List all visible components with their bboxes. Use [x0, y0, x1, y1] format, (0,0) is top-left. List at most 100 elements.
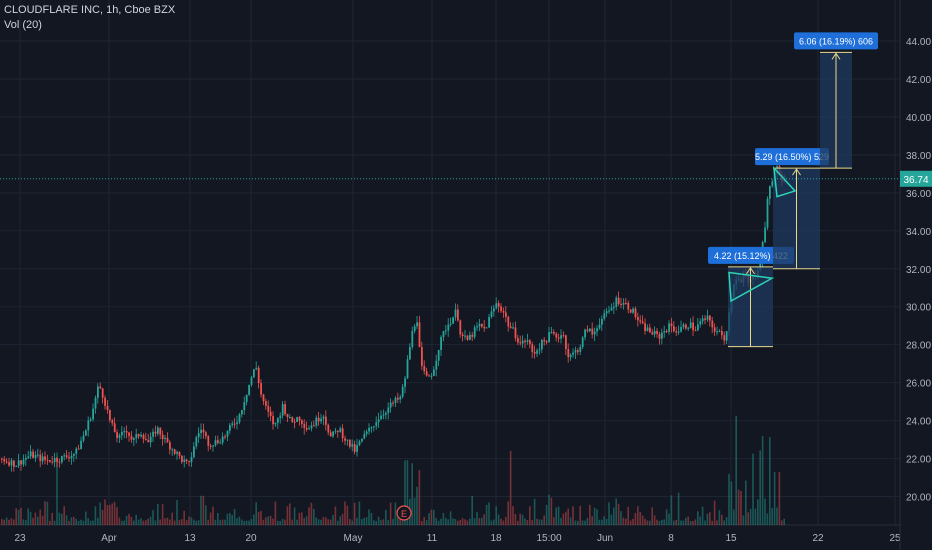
candle-body	[334, 430, 337, 432]
volume-bar	[449, 511, 452, 525]
y-tick-label: 38.00	[906, 151, 931, 162]
measure-arrow-head	[792, 168, 801, 176]
candle-body	[766, 198, 769, 228]
volume-bar	[622, 517, 625, 525]
x-tick-label: 22	[812, 533, 824, 544]
volume-bar	[195, 520, 197, 525]
candle-body	[577, 350, 579, 352]
volume-bar	[356, 517, 358, 525]
volume-bar	[620, 511, 622, 525]
volume-bar	[507, 501, 509, 525]
volume-bar	[337, 520, 339, 525]
volume-indicator-label[interactable]: Vol (20)	[4, 19, 42, 31]
candle-body	[701, 318, 704, 322]
volume-bar	[89, 520, 92, 525]
candle-body	[567, 349, 570, 358]
volume-bar	[272, 518, 274, 525]
volume-bar	[495, 506, 497, 525]
candle-body	[428, 375, 430, 377]
y-tick-label: 34.00	[906, 227, 931, 238]
candle-body	[200, 429, 202, 434]
candle-body	[706, 315, 709, 320]
candle-body	[241, 410, 243, 415]
candle-body	[416, 322, 418, 327]
triangle-pattern	[773, 165, 797, 198]
candle-body	[5, 461, 8, 463]
candle-body	[104, 397, 106, 406]
volume-bar	[219, 520, 221, 525]
candle-body	[3, 459, 6, 462]
volume-bar	[613, 507, 615, 525]
volume-bar	[248, 520, 250, 525]
x-tick-label: 23	[14, 533, 26, 544]
candle-body	[248, 384, 250, 395]
candle-body	[188, 461, 190, 463]
candle-body	[27, 456, 30, 458]
volume-bar	[598, 519, 601, 525]
candle-body	[178, 451, 181, 456]
candle-body	[322, 416, 325, 419]
candle-body	[274, 422, 277, 425]
volume-bar	[224, 519, 226, 525]
volume-bar	[44, 501, 46, 525]
candle-body	[356, 445, 358, 452]
candle-body	[689, 322, 692, 328]
volume-bar	[387, 520, 389, 525]
volume-bar	[68, 520, 70, 525]
volume-bar	[565, 511, 567, 525]
volume-bar	[190, 517, 193, 525]
volume-bar	[377, 516, 380, 525]
candle-body	[267, 405, 270, 412]
candle-body	[509, 326, 512, 328]
volume-bar	[149, 516, 152, 525]
candle-body	[656, 330, 658, 334]
volume-bar	[764, 498, 766, 525]
candle-body	[394, 397, 397, 404]
candle-body	[572, 352, 574, 355]
volume-bar	[596, 509, 598, 525]
candle-body	[303, 423, 306, 428]
candle-body	[526, 340, 529, 342]
volume-bar	[361, 519, 363, 525]
volume-bar	[699, 516, 701, 525]
candle-body	[771, 181, 774, 187]
volume-bar	[185, 520, 188, 525]
earnings-marker-label: E	[401, 509, 407, 519]
volume-bar	[761, 436, 764, 525]
candle-body	[29, 451, 32, 457]
candle-body	[353, 444, 356, 452]
volume-bar	[173, 520, 176, 525]
volume-bar	[236, 518, 238, 525]
volume-bar	[512, 506, 514, 525]
candle-body	[764, 227, 766, 243]
candle-body	[543, 339, 546, 342]
candle-body	[20, 460, 22, 465]
volume-bar	[716, 520, 718, 525]
volume-bar	[637, 506, 639, 525]
candle-body	[272, 416, 274, 425]
volume-bar	[241, 519, 243, 525]
candle-body	[625, 302, 627, 304]
volume-bar	[229, 513, 231, 525]
volume-bar	[243, 520, 245, 525]
volume-bar	[166, 517, 169, 525]
y-tick-label: 22.00	[906, 455, 931, 466]
volume-bar	[152, 510, 154, 525]
candle-body	[557, 337, 560, 339]
candle-body	[694, 330, 697, 332]
candle-body	[464, 335, 466, 337]
volume-bar	[85, 511, 87, 525]
y-tick-label: 30.00	[906, 303, 931, 314]
candle-body	[217, 440, 219, 444]
volume-bar	[627, 506, 629, 525]
volume-bar	[3, 519, 5, 525]
volume-bar	[481, 517, 483, 525]
symbol-title[interactable]: CLOUDFLARE INC, 1h, Cboe BZX	[4, 4, 176, 16]
candle-body	[488, 316, 490, 328]
volume-bar	[757, 499, 759, 525]
candle-body	[613, 306, 615, 308]
candle-body	[147, 439, 150, 443]
candle-body	[608, 310, 610, 312]
candle-body	[490, 311, 493, 317]
